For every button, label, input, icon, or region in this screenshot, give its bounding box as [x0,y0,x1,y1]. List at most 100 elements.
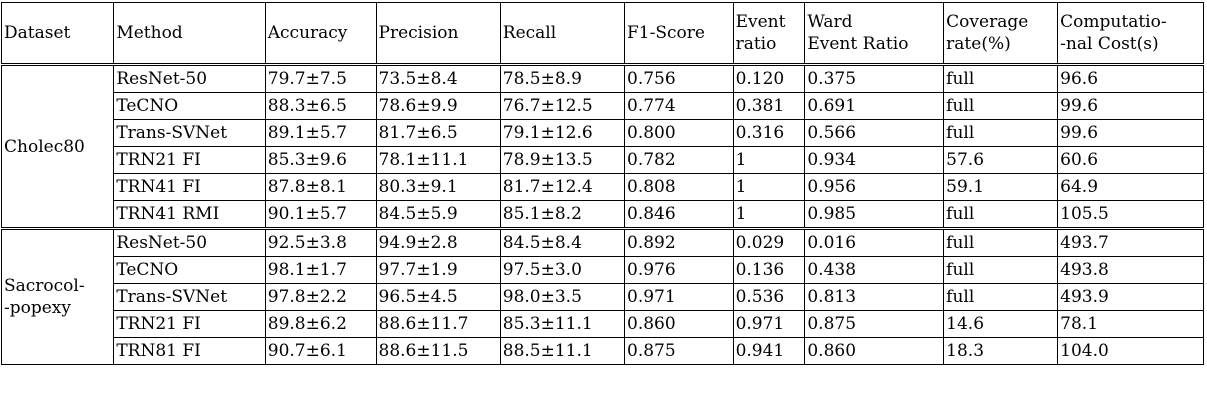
coverage-rate-cell: 59.1 [943,173,1059,201]
computational-cost-cell: 99.6 [1057,92,1204,120]
dataset-name-line: Cholec80 [4,136,85,157]
accuracy-cell: 89.1±5.7 [264,119,377,147]
precision-cell: 84.5±5.9 [375,200,501,229]
accuracy-cell: 90.1±5.7 [264,200,377,229]
f1-score-cell: 0.875 [624,337,734,365]
table-row: TeCNO 98.1±1.7 97.7±1.9 97.5±3.0 0.976 0.136 0… [2,256,1204,284]
ward-event-ratio-cell: 0.956 [804,173,945,201]
computational-cost-cell: 60.6 [1057,146,1204,174]
event-ratio-cell: 0.941 [732,337,806,365]
method-cell: ResNet-50 [113,64,266,93]
method-cell: TRN21 FI [113,146,266,174]
ward-event-ratio-cell: 0.375 [804,64,945,93]
dataset-cell: Cholec80 [0,64,115,229]
ward-event-ratio-cell: 0.934 [804,146,945,174]
precision-cell: 94.9±2.8 [375,227,501,257]
recall-cell: 85.1±8.2 [499,200,626,229]
coverage-rate-cell: full [943,119,1059,147]
recall-cell: 76.7±12.5 [499,92,626,120]
ward-event-ratio-cell: 0.985 [804,200,945,229]
header-coverage-rate-line1: Coverage [946,12,1029,32]
accuracy-cell: 85.3±9.6 [264,146,377,174]
table-row: Trans-SVNet 89.1±5.7 81.7±6.5 79.1±12.6 0.80… [2,119,1204,147]
computational-cost-cell: 64.9 [1057,173,1204,201]
computational-cost-cell: 96.6 [1057,64,1204,93]
accuracy-cell: 79.7±7.5 [264,64,377,93]
header-computational-cost-line2: -nal Cost(s) [1060,34,1159,54]
header-event-ratio: Event ratio [732,2,806,66]
f1-score-cell: 0.808 [624,173,734,201]
header-row: Dataset Method Accuracy Precision Recall… [0,2,1204,66]
ward-event-ratio-cell: 0.566 [804,119,945,147]
computational-cost-cell: 78.1 [1057,310,1204,338]
coverage-rate-cell: full [943,64,1059,93]
f1-score-cell: 0.892 [624,227,734,257]
table-row: TRN41 RMI 90.1±5.7 84.5±5.9 85.1±8.2 0.846 1 0… [2,200,1204,229]
coverage-rate-cell: 57.6 [943,146,1059,174]
method-cell: Trans-SVNet [113,119,266,147]
header-event-ratio-line1: Event [735,12,786,32]
f1-score-cell: 0.860 [624,310,734,338]
table-body: Cholec80 ResNet-50 79.7±7.5 73.5±8.4 78.5±8.… [0,64,1204,365]
precision-cell: 78.1±11.1 [375,146,501,174]
dataset-name-line: -popexy [4,298,71,318]
recall-cell: 81.7±12.4 [499,173,626,201]
header-f1-score: F1-Score [624,2,734,66]
header-method: Method [113,2,266,66]
computational-cost-cell: 493.7 [1057,227,1204,257]
table-row: TRN81 FI 90.7±6.1 88.6±11.5 88.5±11.1 0.875 0… [2,337,1204,365]
recall-cell: 84.5±8.4 [499,227,626,257]
ward-event-ratio-cell: 0.813 [804,283,945,311]
dataset-name-line: Sacrocol- [4,276,85,296]
header-accuracy: Accuracy [264,2,377,66]
header-precision: Precision [375,2,501,66]
table-row: Cholec80 ResNet-50 79.7±7.5 73.5±8.4 78.5±8.… [0,64,1204,229]
f1-score-cell: 0.846 [624,200,734,229]
table-row: TeCNO 88.3±6.5 78.6±9.9 76.7±12.5 0.774 0.381… [2,92,1204,120]
coverage-rate-cell: full [943,283,1059,311]
ward-event-ratio-cell: 0.691 [804,92,945,120]
table-row: TRN21 FI 85.3±9.6 78.1±11.1 78.9±13.5 0.782 1… [2,146,1204,174]
f1-score-cell: 0.782 [624,146,734,174]
recall-cell: 88.5±11.1 [499,337,626,365]
table-row: Sacrocol- -popexy ResNet-50 92.5±3.8 94.9±2.… [0,227,1204,365]
coverage-rate-cell: 14.6 [943,310,1059,338]
header-coverage-rate: Coverage rate(%) [943,2,1059,66]
precision-cell: 80.3±9.1 [375,173,501,201]
event-ratio-cell: 0.029 [732,227,806,257]
coverage-rate-cell: full [943,200,1059,229]
table-row: Trans-SVNet 97.8±2.2 96.5±4.5 98.0±3.5 0.971… [2,283,1204,311]
event-ratio-cell: 1 [732,200,806,229]
recall-cell: 79.1±12.6 [499,119,626,147]
ward-event-ratio-cell: 0.016 [804,227,945,257]
ward-event-ratio-cell: 0.860 [804,337,945,365]
header-ward-event-ratio-line2: Event Ratio [807,34,909,54]
dataset-cell: Sacrocol- -popexy [0,227,115,365]
method-cell: TRN81 FI [113,337,266,365]
f1-score-cell: 0.976 [624,256,734,284]
header-computational-cost: Computatio- -nal Cost(s) [1057,2,1204,66]
event-ratio-cell: 1 [732,146,806,174]
method-cell: TRN41 RMI [113,200,266,229]
header-coverage-rate-line2: rate(%) [946,34,1011,54]
accuracy-cell: 90.7±6.1 [264,337,377,365]
coverage-rate-cell: full [943,227,1059,257]
f1-score-cell: 0.774 [624,92,734,120]
computational-cost-cell: 105.5 [1057,200,1204,229]
ward-event-ratio-cell: 0.875 [804,310,945,338]
results-table: Dataset Method Accuracy Precision Recall… [0,2,1204,365]
method-cell: TeCNO [113,92,266,120]
coverage-rate-cell: 18.3 [943,337,1059,365]
f1-score-cell: 0.756 [624,64,734,93]
coverage-rate-cell: full [943,92,1059,120]
event-ratio-cell: 1 [732,173,806,201]
f1-score-cell: 0.971 [624,283,734,311]
recall-cell: 78.9±13.5 [499,146,626,174]
computational-cost-cell: 99.6 [1057,119,1204,147]
event-ratio-cell: 0.136 [732,256,806,284]
coverage-rate-cell: full [943,256,1059,284]
method-cell: TRN21 FI [113,310,266,338]
method-cell: TeCNO [113,256,266,284]
recall-cell: 78.5±8.9 [499,64,626,93]
precision-cell: 78.6±9.9 [375,92,501,120]
